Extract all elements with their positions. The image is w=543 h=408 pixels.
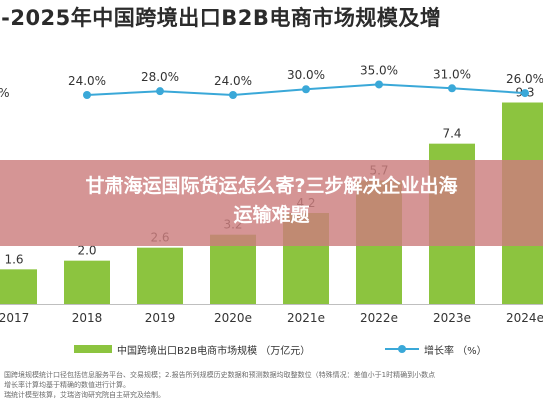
growth-rate-point-2018 [83, 91, 91, 99]
x-tick-label-2020e: 2020e [214, 311, 252, 325]
x-tick-label-2018: 2018 [72, 311, 103, 325]
legend-item-line-series: 增长率 （%） [385, 340, 487, 358]
growth-rate-point-2021e [302, 85, 310, 94]
legend-line-swatch [385, 345, 419, 353]
bar-2018 [64, 260, 110, 304]
bar-2020e [210, 234, 256, 304]
bar-2019 [137, 247, 183, 304]
source-note-line-3: 瑞统计模型核算，艾瑞咨询研究院自主研究及绘制。 [4, 391, 165, 399]
x-tick-label-2017: 2017 [0, 311, 29, 325]
growth-rate-point-2023e [448, 84, 456, 93]
legend-bar-swatch [74, 345, 112, 353]
legend-bar-label: 中国跨境出口B2B电商市场规模 （万亿元） [117, 345, 311, 357]
headline-text[interactable]: 甘肃海运国际货运怎么寄?三步解决企业出海 运输难题 [0, 172, 543, 230]
growth-rate-point-2019 [156, 87, 164, 96]
growth-rate-label-2023e: 31.0% [433, 67, 471, 81]
legend-line-label: 增长率 （%） [424, 345, 487, 357]
growth-rate-label-2020e: 24.0% [214, 74, 252, 88]
growth-rate-label-2021e: 30.0% [287, 68, 325, 82]
growth-rate-label-2024e: 26.0% [506, 72, 543, 86]
bar-value-label-2018: 2.0 [77, 244, 96, 258]
legend-item-bar-series: 中国跨境出口B2B电商市场规模 （万亿元） [74, 340, 310, 358]
bar-value-label-2017: 1.6 [4, 252, 23, 266]
headline-line-1: 甘肃海运国际货运怎么寄?三步解决企业出海 [85, 175, 458, 197]
growth-rate-label-2017: 0% [0, 86, 10, 100]
growth-rate-point-2020e [229, 91, 237, 99]
headline-line-2: 运输难题 [233, 204, 310, 226]
bar-value-label-2023e: 7.4 [442, 127, 461, 141]
source-note-line-2: 增长率计算均基于精确的数值进行计算。 [4, 381, 130, 389]
x-tick-label-2019: 2019 [145, 311, 176, 325]
growth-rate-label-2022e: 35.0% [360, 63, 398, 77]
chart-title: 6-2025年中国跨境出口B2B电商市场规模及增 [0, 6, 442, 30]
bar-2017 [0, 269, 37, 304]
x-tick-label-2022e: 2022e [360, 311, 398, 325]
headline-banner [0, 160, 543, 246]
growth-rate-label-2019: 28.0% [141, 70, 179, 84]
growth-rate-label-2018: 24.0% [68, 74, 106, 88]
x-tick-label-2024e: 2024e [506, 311, 543, 325]
growth-rate-point-2022e [375, 80, 383, 89]
growth-rate-point-2024e [521, 89, 529, 98]
x-tick-label-2021e: 2021e [287, 311, 325, 325]
x-tick-label-2023e: 2023e [433, 311, 471, 325]
source-note-line-1: 国跨境规模统计口径包括信息服务平台、交易规模；2.报告所列规模历史数据和预测数据… [4, 371, 436, 379]
source-notes: 国跨境规模统计口径包括信息服务平台、交易规模；2.报告所列规模历史数据和预测数据… [4, 370, 543, 400]
